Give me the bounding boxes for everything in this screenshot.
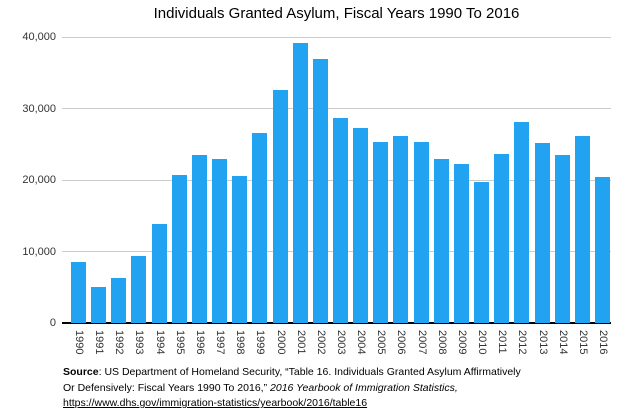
- y-axis-tick-label: 10,000: [22, 245, 56, 258]
- plot-area: [62, 36, 611, 324]
- bar-1998: [232, 176, 248, 323]
- bar-1995: [171, 174, 187, 323]
- bar-2006: [393, 136, 409, 323]
- x-axis-tick-label: 2009: [455, 330, 468, 355]
- source-note: Source: US Department of Homeland Securi…: [63, 365, 611, 412]
- bar-1993: [131, 255, 147, 323]
- bar-2014: [554, 154, 570, 323]
- bar-2003: [333, 117, 348, 323]
- x-axis-tick-label: 1993: [133, 330, 146, 355]
- x-axis-tick-label: 1995: [173, 330, 186, 355]
- x-axis-tick-label: 1999: [254, 330, 267, 355]
- x-axis-tick-label: 1992: [113, 330, 126, 355]
- bar-2004: [353, 127, 369, 323]
- bar-2013: [534, 142, 550, 323]
- x-axis-tick-label: 1997: [214, 330, 227, 355]
- bar-2005: [373, 142, 389, 323]
- x-axis-tick-label: 2014: [556, 330, 569, 355]
- x-axis-tick-label: 2006: [395, 330, 408, 355]
- bar-2016: [595, 176, 610, 323]
- bar-2001: [292, 43, 308, 323]
- bar-1997: [212, 159, 228, 323]
- chart-title: Individuals Granted Asylum, Fiscal Years…: [153, 5, 520, 22]
- gridline: [62, 108, 611, 109]
- source-text-line1: : US Department of Homeland Security, “T…: [98, 366, 521, 378]
- source-text-line2: Or Defensively: Fiscal Years 1990 To 201…: [63, 381, 271, 394]
- bar-2002: [312, 59, 328, 323]
- x-axis-tick-label: 1990: [73, 330, 85, 355]
- x-axis-tick-label: 1994: [153, 330, 166, 355]
- x-axis-tick-label: 2016: [597, 330, 609, 355]
- x-axis-tick-label: 2011: [496, 330, 509, 354]
- bar-1994: [151, 224, 167, 323]
- bar-2008: [433, 159, 449, 323]
- bar-2011: [494, 153, 510, 323]
- x-axis-tick-label: 1991: [93, 330, 106, 355]
- source-label: Source: [63, 366, 99, 378]
- bar-2010: [474, 181, 490, 323]
- x-axis-tick-label: 2002: [314, 330, 327, 355]
- y-axis-tick-label: 0: [49, 317, 56, 329]
- bar-1991: [91, 287, 107, 323]
- x-axis-tick-label: 1996: [193, 330, 206, 355]
- bar-2007: [413, 142, 429, 323]
- x-axis-tick-label: 1998: [234, 330, 247, 355]
- x-axis-tick-label: 2013: [536, 330, 549, 355]
- x-axis-tick-label: 2015: [576, 330, 589, 355]
- x-axis-tick-label: 2008: [435, 330, 448, 355]
- bar-2012: [514, 122, 530, 323]
- gridline: [62, 36, 611, 38]
- x-axis-tick-label: 2000: [274, 330, 287, 355]
- bar-2015: [574, 136, 590, 323]
- x-axis-line: [62, 322, 611, 324]
- x-axis-tick-label: 2012: [516, 330, 529, 355]
- y-axis-tick-label: 30,000: [22, 102, 56, 115]
- x-axis-tick-label: 2004: [355, 330, 368, 355]
- x-axis-tick-label: 2003: [335, 330, 347, 355]
- x-axis-tick-label: 2007: [415, 330, 428, 355]
- x-axis-tick-label: 2005: [375, 330, 388, 355]
- bar-2000: [272, 90, 288, 323]
- bar-1999: [252, 133, 268, 323]
- bar-1992: [111, 277, 127, 323]
- bar-1996: [191, 154, 207, 323]
- y-axis-tick-label: 20,000: [22, 174, 56, 186]
- y-axis-tick-label: 40,000: [22, 31, 56, 43]
- source-link[interactable]: https://www.dhs.gov/immigration-statisti…: [63, 397, 368, 409]
- x-axis-tick-label: 2010: [476, 330, 489, 355]
- x-axis-tick-label: 2001: [294, 330, 307, 355]
- bar-1990: [71, 262, 86, 323]
- source-citation-italic: 2016 Yearbook of Immigration Statistics,: [270, 381, 458, 394]
- bar-2009: [453, 164, 469, 323]
